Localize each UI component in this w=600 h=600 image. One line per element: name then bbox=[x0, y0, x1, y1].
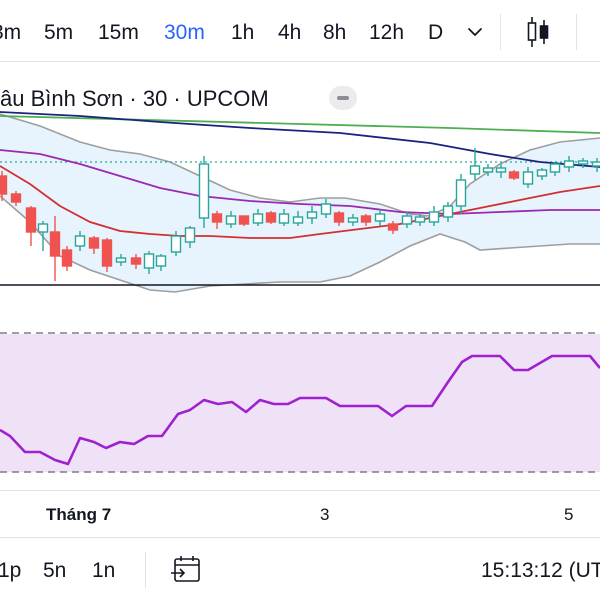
timeframe-button-4h[interactable]: 4h bbox=[278, 21, 302, 44]
candle-up bbox=[278, 213, 290, 224]
session-clock: 15:13:12 (UT bbox=[481, 559, 600, 582]
candle-up bbox=[143, 253, 155, 269]
candle-up bbox=[306, 211, 318, 219]
candle-down bbox=[265, 212, 277, 223]
candle-up bbox=[320, 203, 332, 215]
candle-down bbox=[211, 213, 223, 223]
moving-average-navy bbox=[0, 111, 600, 168]
time-axis[interactable]: Tháng 7 3 5 bbox=[0, 490, 600, 534]
candle-down bbox=[88, 237, 100, 249]
timeframe-button-12h[interactable]: 12h bbox=[369, 21, 405, 44]
price-chart-pane[interactable]: âu Bình Sơn · 30 · UPCOM bbox=[0, 66, 600, 328]
candlestick-icon[interactable] bbox=[524, 14, 552, 50]
candle-up bbox=[414, 216, 426, 223]
oscillator-band-fill bbox=[0, 334, 600, 472]
symbol-legend-title[interactable]: âu Bình Sơn · 30 · UPCOM bbox=[0, 86, 269, 111]
candle-up bbox=[74, 235, 86, 247]
candle-down bbox=[387, 223, 399, 231]
candle-up bbox=[442, 205, 454, 218]
candle-up bbox=[495, 167, 507, 173]
timeframe-button-5m[interactable]: 5m bbox=[44, 21, 74, 44]
candle-up bbox=[198, 163, 210, 219]
timeframe-button-3m[interactable]: 3m bbox=[0, 21, 22, 44]
timeframe-button-1h[interactable]: 1h bbox=[231, 21, 255, 44]
candle-down bbox=[101, 239, 113, 267]
timeframe-button-30m[interactable]: 30m bbox=[164, 21, 205, 44]
candle-up bbox=[455, 179, 467, 207]
bottom-divider bbox=[145, 552, 146, 588]
time-axis-label: 3 bbox=[320, 505, 330, 524]
candle-up bbox=[374, 213, 386, 222]
candle-down bbox=[508, 171, 520, 179]
bollinger-lower-band bbox=[0, 195, 600, 293]
candle-down bbox=[0, 175, 8, 195]
goto-date-icon[interactable] bbox=[170, 555, 204, 585]
price-chart-canvas[interactable] bbox=[0, 66, 600, 328]
candle-down bbox=[360, 215, 372, 223]
candle-up bbox=[428, 211, 440, 223]
candle-up bbox=[115, 257, 127, 263]
oscillator-line bbox=[0, 354, 600, 466]
time-axis-label: 5 bbox=[564, 505, 574, 524]
range-button-5n[interactable]: 5n bbox=[43, 559, 67, 582]
indicator-canvas[interactable] bbox=[0, 330, 600, 474]
bollinger-band-fill bbox=[0, 114, 600, 292]
candle-up bbox=[155, 255, 167, 267]
candle-down bbox=[333, 212, 345, 223]
candle-up bbox=[292, 216, 304, 224]
candle-down bbox=[130, 257, 142, 265]
candle-up bbox=[591, 161, 600, 167]
candle-down bbox=[238, 215, 250, 225]
toolbar-divider bbox=[500, 14, 501, 50]
range-button-1p[interactable]: 1p bbox=[0, 559, 22, 582]
candle-down bbox=[61, 249, 73, 267]
candle-up bbox=[252, 213, 264, 224]
timeframe-button-d[interactable]: D bbox=[428, 21, 444, 44]
candle-up bbox=[577, 160, 589, 165]
candle-up bbox=[563, 160, 575, 168]
minus-icon[interactable] bbox=[329, 86, 357, 110]
range-button-1n[interactable]: 1n bbox=[92, 559, 116, 582]
chevron-down-icon[interactable] bbox=[465, 22, 485, 42]
toolbar-divider bbox=[576, 14, 577, 50]
candle-down bbox=[10, 193, 22, 203]
candle-up bbox=[347, 217, 359, 223]
candle-up bbox=[549, 163, 561, 173]
moving-average-red bbox=[0, 165, 600, 239]
candle-up bbox=[482, 167, 494, 173]
candle-up bbox=[522, 171, 534, 185]
timeframe-button-15m[interactable]: 15m bbox=[98, 21, 139, 44]
moving-average-green bbox=[0, 115, 600, 134]
candle-up bbox=[37, 223, 49, 233]
candle-up bbox=[184, 227, 196, 243]
timeframe-button-8h[interactable]: 8h bbox=[323, 21, 347, 44]
candle-down bbox=[49, 231, 61, 257]
candle-up bbox=[170, 235, 182, 253]
candle-down bbox=[25, 207, 37, 233]
timeframe-toolbar: 3m 5m 15m 30m 1h 4h 8h 12h D bbox=[0, 0, 600, 62]
candle-up bbox=[225, 215, 237, 225]
candle-up bbox=[536, 169, 548, 177]
time-axis-label: Tháng 7 bbox=[46, 505, 112, 524]
candle-up bbox=[401, 215, 413, 225]
moving-average-purple bbox=[0, 149, 600, 215]
candle-up bbox=[469, 165, 481, 175]
indicator-pane[interactable] bbox=[0, 330, 600, 474]
bottom-toolbar: 1p 5n 1n 15:13:12 (UT bbox=[0, 537, 600, 600]
